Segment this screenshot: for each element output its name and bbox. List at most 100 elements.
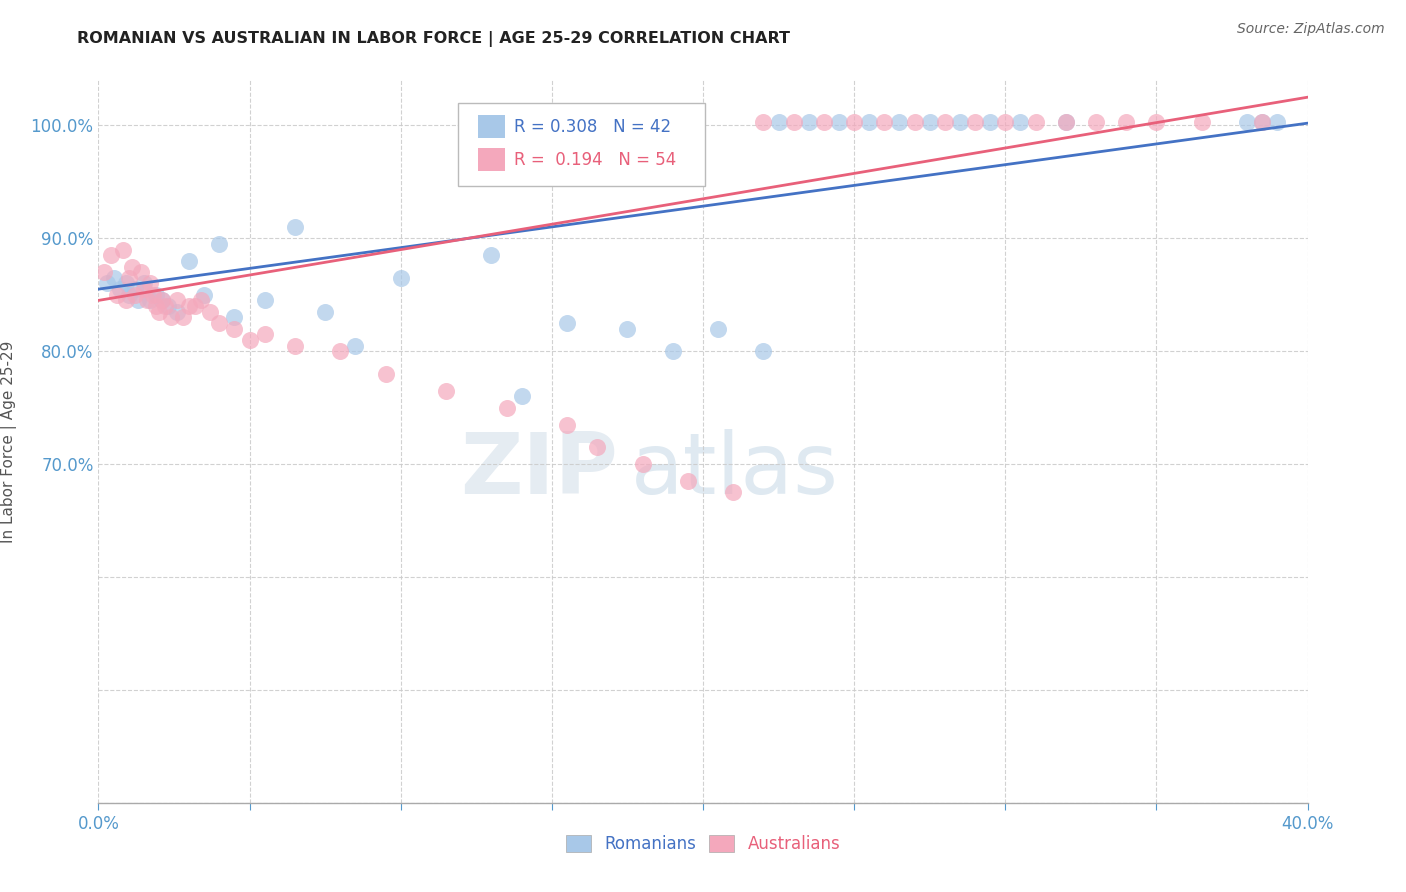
Point [783,115,806,129]
Point [434,384,457,398]
Bar [478,115,505,138]
Text: R = 0.308   N = 42: R = 0.308 N = 42 [515,118,672,136]
Text: atlas: atlas [630,429,838,512]
Y-axis label: In Labor Force | Age 25-29: In Labor Force | Age 25-29 [0,341,17,542]
Point [616,321,638,335]
Point [208,316,231,330]
Point [208,237,231,252]
Point [284,338,307,352]
Point [344,338,367,352]
Point [127,293,149,308]
Point [1251,115,1274,129]
Point [284,220,307,235]
Point [253,327,276,342]
Point [994,115,1017,129]
Point [100,248,122,262]
Point [200,304,222,318]
Point [96,277,118,291]
Point [314,304,336,318]
Point [139,277,162,291]
Point [979,115,1001,129]
Point [510,389,533,403]
Point [495,401,517,415]
Point [139,293,162,308]
Text: ROMANIAN VS AUSTRALIAN IN LABOR FORCE | AGE 25-29 CORRELATION CHART: ROMANIAN VS AUSTRALIAN IN LABOR FORCE | … [77,31,790,47]
Point [858,115,880,129]
Point [118,270,141,285]
Text: Source: ZipAtlas.com: Source: ZipAtlas.com [1237,22,1385,37]
Point [707,321,730,335]
Point [661,344,683,359]
Point [103,270,125,285]
Point [1267,115,1289,129]
FancyBboxPatch shape [457,103,706,186]
Point [239,333,262,347]
Point [631,457,654,471]
Point [124,282,146,296]
Point [768,115,790,129]
Text: ZIP: ZIP [461,429,619,512]
Point [1054,115,1077,129]
Point [224,310,246,325]
Point [1146,115,1168,129]
Point [949,115,972,129]
Legend: Romanians, Australians: Romanians, Australians [560,828,846,860]
Point [153,299,176,313]
Point [555,417,578,432]
Point [797,115,820,129]
Point [1115,115,1137,129]
Point [132,282,155,296]
Point [828,115,851,129]
Point [132,277,155,291]
Point [150,293,173,308]
Point [121,260,143,274]
Text: R =  0.194   N = 54: R = 0.194 N = 54 [515,151,676,169]
Bar [478,148,505,171]
Point [889,115,911,129]
Point [156,299,179,313]
Point [111,243,134,257]
Point [93,265,115,279]
Point [179,299,201,313]
Point [142,287,165,301]
Point [145,287,167,301]
Point [160,310,183,325]
Point [124,287,146,301]
Point [934,115,956,129]
Point [172,310,194,325]
Point [129,265,152,279]
Point [481,248,503,262]
Point [1024,115,1046,129]
Point [166,293,188,308]
Point [904,115,927,129]
Point [586,440,609,454]
Point [965,115,987,129]
Point [1236,115,1258,129]
Point [1085,115,1108,129]
Point [108,282,131,296]
Point [555,316,578,330]
Point [1010,115,1032,129]
Point [224,321,246,335]
Point [918,115,941,129]
Point [253,293,276,308]
Point [184,299,207,313]
Point [813,115,835,129]
Point [105,287,128,301]
Point [135,293,157,308]
Point [752,344,775,359]
Point [676,474,699,488]
Point [844,115,866,129]
Point [873,115,896,129]
Point [118,287,141,301]
Point [145,299,167,313]
Point [190,293,212,308]
Point [389,270,412,285]
Point [148,304,170,318]
Point [114,277,136,291]
Point [752,115,775,129]
Point [1054,115,1077,129]
Point [114,293,136,308]
Point [723,485,745,500]
Point [374,367,396,381]
